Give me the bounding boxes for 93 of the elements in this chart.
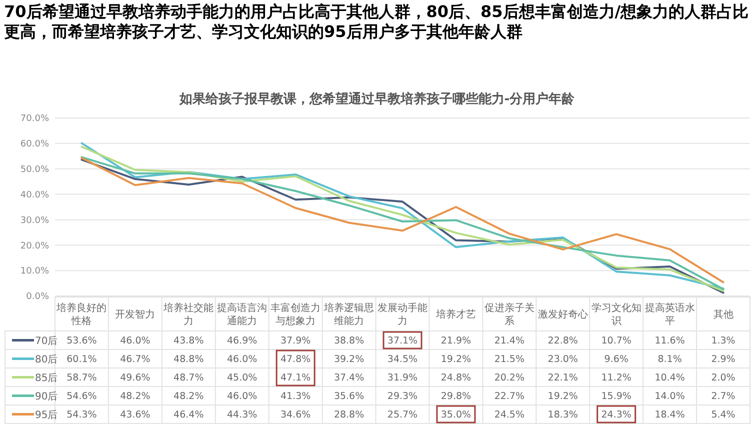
data-label: 46.4%	[174, 410, 204, 421]
data-label: 21.5%	[494, 354, 525, 366]
data-label: 46.0%	[120, 336, 150, 347]
x-tick-label: 提高英语水平	[644, 302, 695, 327]
data-label: 21.4%	[494, 336, 525, 347]
data-label: 18.4%	[654, 410, 685, 421]
data-label: 14.0%	[654, 391, 685, 402]
x-tick-label: 发展动手能力	[378, 302, 428, 327]
legend-label: 80后	[35, 353, 58, 366]
y-tick-label: 60.0%	[20, 140, 50, 150]
data-label: 48.2%	[174, 391, 204, 402]
legend-label: 85后	[35, 372, 58, 384]
data-label: 10.7%	[601, 336, 632, 347]
chart-title: 70后希望通过早教培养动手能力的用户占比高于其他人群，80后、85后想丰富创造力/想象力的人群占比更高，而希望培养孩子才艺、学习文化知识的95后用户多于其他年龄人群	[4, 2, 749, 41]
data-label: 34.6%	[280, 410, 311, 421]
data-label: 19.2%	[440, 354, 472, 366]
x-tick-label: 培养良好的性格	[56, 302, 107, 327]
data-label: 24.8%	[440, 372, 472, 384]
data-label: 46.0%	[227, 391, 258, 402]
data-label: 35.6%	[334, 391, 364, 402]
x-tick-label: 其他	[713, 308, 734, 320]
legend-label: 70后	[35, 334, 58, 347]
y-tick-label: 70.0%	[20, 114, 50, 124]
y-tick-label: 50.0%	[20, 165, 50, 176]
data-label: 2.9%	[711, 354, 736, 366]
data-label: 37.4%	[334, 372, 364, 384]
data-label: 5.4%	[711, 410, 736, 421]
x-tick-label: 激发好奇心	[538, 308, 588, 320]
data-label: 38.8%	[334, 336, 364, 347]
data-label: 39.2%	[334, 354, 364, 366]
data-label: 37.1%	[387, 336, 418, 347]
data-label: 19.2%	[548, 391, 578, 402]
data-label: 41.3%	[280, 391, 311, 402]
data-label: 9.6%	[604, 354, 628, 366]
y-tick-label: 20.0%	[20, 241, 50, 252]
data-label: 25.7%	[387, 410, 418, 421]
data-label: 29.8%	[440, 391, 472, 402]
data-label: 53.6%	[66, 336, 97, 347]
legend-label: 90后	[35, 390, 58, 402]
data-label: 34.5%	[387, 354, 418, 366]
x-tick-label: 开发智力	[115, 308, 156, 320]
data-label: 37.9%	[280, 336, 311, 347]
data-label: 22.8%	[548, 336, 578, 347]
x-tick-label: 培养逻辑思维能力	[323, 302, 374, 327]
data-label: 43.6%	[120, 410, 150, 421]
data-label: 58.7%	[66, 372, 97, 384]
data-label: 1.3%	[711, 336, 736, 347]
data-label: 46.0%	[227, 354, 258, 366]
data-label: 54.6%	[66, 391, 97, 402]
data-label: 47.1%	[280, 372, 311, 384]
x-tick-label: 丰富创造力与想象力	[270, 302, 321, 327]
data-label: 43.8%	[174, 336, 204, 347]
data-label: 11.2%	[601, 372, 632, 384]
data-label: 48.7%	[174, 372, 204, 384]
data-label: 2.0%	[711, 372, 736, 384]
y-tick-label: 0.0%	[26, 292, 50, 302]
data-label: 22.7%	[494, 391, 525, 402]
data-label: 15.9%	[601, 391, 632, 402]
data-label: 47.8%	[280, 354, 311, 366]
y-tick-label: 40.0%	[20, 190, 50, 200]
data-label: 23.0%	[548, 354, 578, 366]
data-label: 48.8%	[174, 354, 204, 366]
data-label: 29.3%	[387, 391, 418, 402]
data-label: 22.1%	[548, 372, 578, 384]
data-label: 20.2%	[494, 372, 525, 384]
x-tick-label: 提高语言沟通能力	[217, 302, 268, 327]
data-label: 31.9%	[387, 372, 418, 384]
data-label: 8.1%	[658, 354, 682, 366]
data-label: 45.0%	[227, 372, 258, 384]
data-label: 46.9%	[227, 336, 258, 347]
data-label: 28.8%	[334, 410, 364, 421]
data-label: 18.3%	[548, 410, 578, 421]
data-label: 49.6%	[120, 372, 150, 384]
data-label: 60.1%	[66, 354, 97, 366]
y-tick-label: 10.0%	[20, 266, 50, 277]
data-label: 24.5%	[494, 410, 525, 421]
data-label: 44.3%	[227, 410, 258, 421]
x-tick-label: 学习文化知识	[591, 302, 642, 327]
x-tick-label: 培养才艺	[434, 308, 476, 320]
data-label: 11.6%	[654, 336, 685, 347]
legend-label: 95后	[35, 408, 58, 421]
x-tick-label: 培养社交能力	[162, 302, 214, 327]
data-label: 48.2%	[120, 391, 150, 402]
data-label: 24.3%	[601, 410, 632, 421]
data-label: 21.9%	[440, 336, 472, 347]
data-label: 2.7%	[711, 391, 736, 402]
data-label: 10.4%	[654, 372, 685, 384]
data-label: 35.0%	[440, 410, 472, 421]
chart-subtitle: 如果给孩子报早教课，您希望通过早教培养孩子哪些能力-分用户年龄	[178, 91, 576, 107]
data-label: 46.7%	[120, 354, 150, 366]
y-tick-label: 30.0%	[20, 216, 50, 226]
data-label: 54.3%	[66, 410, 97, 421]
x-tick-label: 促进亲子关系	[484, 302, 534, 327]
